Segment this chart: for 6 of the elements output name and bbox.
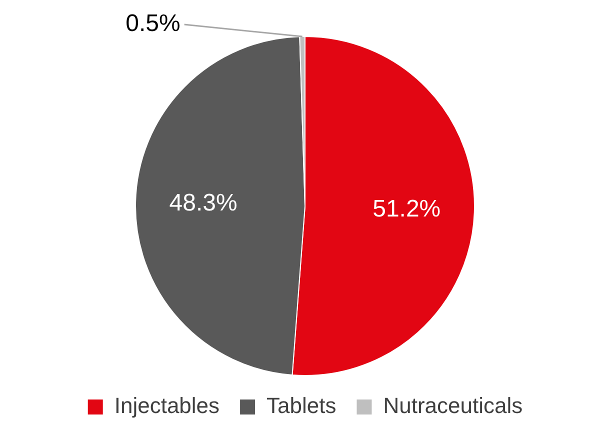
legend-label: Injectables [114, 393, 220, 418]
data-label: 0.5% [126, 10, 180, 38]
data-label: 51.2% [372, 195, 441, 222]
data-label: 48.3% [169, 189, 238, 216]
legend-label: Tablets [266, 393, 336, 418]
legend-label: Nutraceuticals [383, 393, 523, 418]
